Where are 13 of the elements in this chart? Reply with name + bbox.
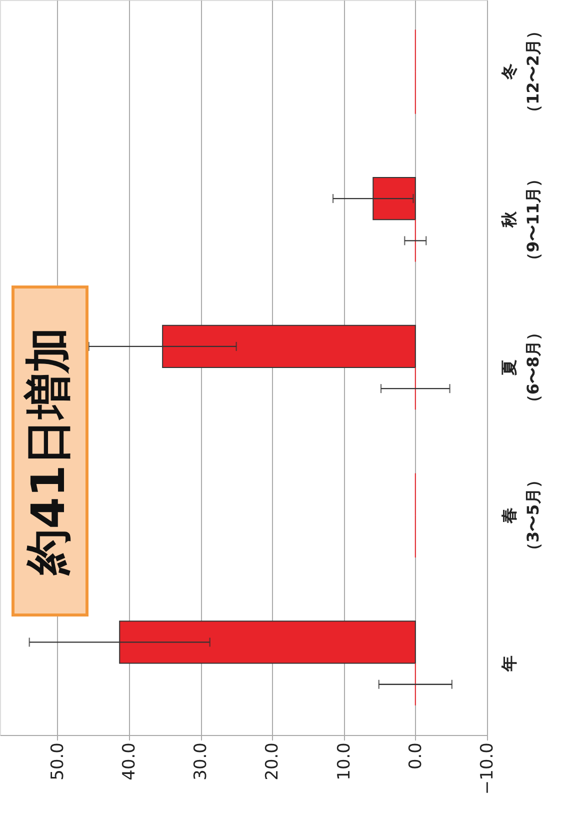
y-tick-label: 冬（12〜2月） xyxy=(500,23,542,120)
y-tick-label: 秋（9〜11月） xyxy=(500,170,542,268)
x-tick-label: 10.0 xyxy=(334,742,354,780)
x-tick-label: 40.0 xyxy=(119,742,140,780)
x-tick-label: 0.0 xyxy=(406,742,426,770)
y-tick-label: 春（3〜5月） xyxy=(500,472,542,559)
y-tick-label: 年 xyxy=(500,655,518,672)
x-tick-label: 30.0 xyxy=(191,742,212,780)
annotation: 約41日増加 xyxy=(21,326,75,576)
x-tick-label: 20.0 xyxy=(262,742,283,780)
y-tick-label: 夏（6〜8月） xyxy=(500,324,542,411)
x-tick-label: −10.0 xyxy=(478,742,498,795)
x-tick-label: 50.0 xyxy=(48,742,68,780)
